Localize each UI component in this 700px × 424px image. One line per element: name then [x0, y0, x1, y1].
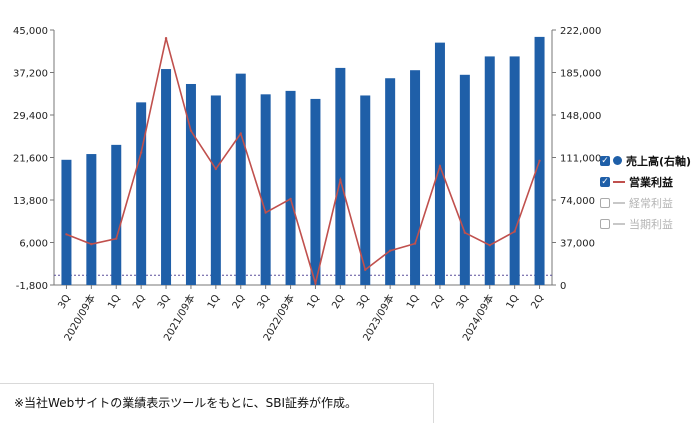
y-left-tick-label: 29,400: [13, 111, 48, 122]
legend-line-icon: [613, 180, 625, 183]
x-tick-label: 1Q: [305, 293, 322, 311]
y-right-tick-label: 222,000: [560, 26, 601, 37]
line-point[interactable]: [538, 159, 541, 162]
checkbox-icon[interactable]: [600, 197, 610, 208]
legend-line-icon: [613, 222, 625, 225]
legend-item-operating-profit[interactable]: ✓ 営業利益: [600, 171, 700, 192]
bar[interactable]: [161, 69, 172, 286]
legend: ✓ 売上高(右軸) ✓ 営業利益 経常利益 当期利益: [600, 150, 700, 234]
x-tick-label: 1Q: [106, 293, 123, 311]
x-tick-label: 2Q: [330, 293, 347, 311]
y-right-tick-label: 111,000: [560, 154, 601, 165]
line-point[interactable]: [388, 249, 392, 252]
line-point[interactable]: [513, 230, 516, 233]
y-right-axis-ticks: 222,000 185,000 148,000 111,000 74,000 37,000…: [552, 26, 601, 292]
y-left-tick-label: 37,200: [13, 69, 48, 80]
bar[interactable]: [410, 70, 421, 286]
line-point[interactable]: [438, 165, 442, 168]
checkbox-icon[interactable]: ✓: [600, 176, 610, 187]
bar[interactable]: [260, 94, 271, 285]
line-point[interactable]: [314, 282, 317, 285]
y-left-tick-label: 13,800: [13, 196, 48, 207]
sales-bars: [61, 36, 545, 286]
line-point[interactable]: [289, 197, 292, 201]
x-tick-label: 2Q: [530, 293, 547, 311]
legend-label: 当期利益: [629, 217, 673, 231]
y-right-tick-label: 148,000: [560, 111, 601, 122]
checkbox-icon[interactable]: [600, 218, 610, 229]
bar[interactable]: [360, 95, 371, 285]
y-right-tick-label: 0: [560, 281, 566, 292]
x-tick-label: 1Q: [505, 293, 522, 311]
bar[interactable]: [285, 90, 296, 285]
line-point[interactable]: [139, 151, 143, 154]
chart: 45,000 37,200 29,400 21,600 13,800 6,000 -1,80…: [13, 26, 601, 343]
x-tick-label: 3Q: [256, 293, 273, 311]
line-point[interactable]: [463, 231, 467, 234]
bar[interactable]: [509, 56, 520, 286]
bar[interactable]: [111, 144, 122, 285]
bar[interactable]: [385, 78, 396, 285]
x-tick-label: 2Q: [131, 293, 148, 311]
x-tick-label: 2Q: [430, 293, 447, 311]
legend-item-sales[interactable]: ✓ 売上高(右軸): [600, 150, 700, 171]
line-point[interactable]: [189, 129, 193, 133]
y-right-tick-label: 74,000: [560, 196, 595, 207]
line-point[interactable]: [214, 167, 218, 171]
y-left-tick-label: 6,000: [19, 239, 48, 250]
line-point[interactable]: [488, 244, 491, 247]
legend-label: 経常利益: [629, 196, 673, 210]
legend-item-net-profit[interactable]: 当期利益: [600, 213, 700, 234]
x-tick-label: 2Q: [231, 293, 248, 311]
line-point[interactable]: [164, 36, 168, 40]
line-point[interactable]: [364, 268, 367, 271]
line-point[interactable]: [115, 237, 118, 240]
x-tick-label: 1Q: [206, 293, 223, 311]
operating-profit-line: [65, 36, 541, 287]
line-point[interactable]: [339, 178, 342, 182]
legend-item-ordinary-profit[interactable]: 経常利益: [600, 192, 700, 213]
x-tick-label: 3Q: [355, 293, 372, 311]
bar[interactable]: [235, 73, 246, 285]
bar[interactable]: [86, 154, 97, 285]
line-point[interactable]: [239, 132, 242, 135]
x-tick-label: 3Q: [156, 293, 173, 311]
bar[interactable]: [61, 159, 72, 285]
bar[interactable]: [335, 67, 346, 286]
line-point[interactable]: [90, 242, 93, 246]
line-path: [66, 37, 541, 287]
legend-label: 営業利益: [629, 175, 673, 189]
x-tick-label: 1Q: [405, 293, 422, 311]
line-point[interactable]: [65, 233, 68, 236]
x-tick-label: 3Q: [56, 293, 73, 311]
bar[interactable]: [310, 98, 321, 286]
line-point[interactable]: [413, 242, 417, 245]
legend-dot-icon: [613, 156, 622, 165]
y-right-tick-label: 37,000: [560, 239, 595, 250]
bar[interactable]: [434, 42, 445, 286]
y-left-tick-label: -1,800: [16, 281, 48, 292]
bar[interactable]: [484, 56, 495, 286]
bar[interactable]: [459, 74, 470, 285]
legend-label: 売上高(右軸): [626, 154, 692, 168]
y-left-tick-label: 21,600: [13, 154, 48, 165]
y-left-axis-ticks: 45,000 37,200 29,400 21,600 13,800 6,000 -1,80…: [13, 26, 54, 292]
checkbox-icon[interactable]: ✓: [600, 155, 610, 166]
line-point[interactable]: [264, 211, 267, 214]
bar[interactable]: [136, 102, 147, 285]
bar[interactable]: [210, 95, 221, 285]
footnote: ※当社Webサイトの業績表示ツールをもとに、SBI証券が作成。: [0, 383, 434, 423]
bar[interactable]: [185, 83, 196, 286]
y-left-tick-label: 45,000: [13, 26, 48, 37]
legend-line-icon: [613, 201, 625, 204]
y-right-tick-label: 185,000: [560, 69, 601, 80]
x-tick-label: 3Q: [455, 293, 472, 311]
